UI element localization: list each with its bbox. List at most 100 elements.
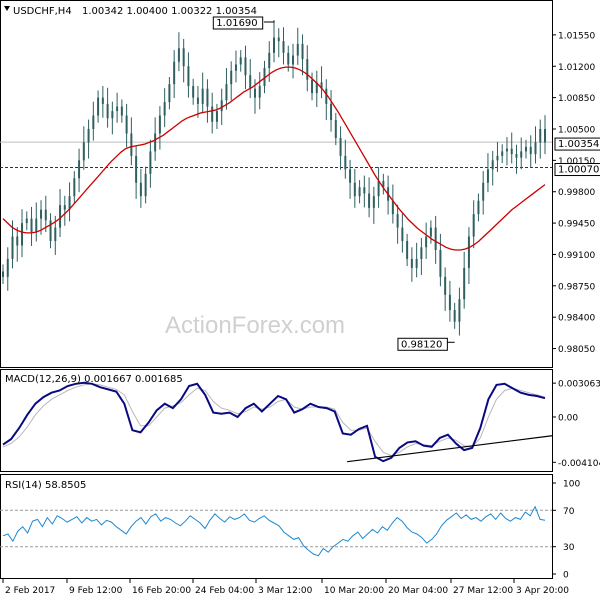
candle-body xyxy=(453,310,456,322)
candle-body xyxy=(68,196,71,210)
candle-body xyxy=(320,82,323,89)
candle-body xyxy=(201,88,204,104)
candle-body xyxy=(534,142,537,155)
candle-body xyxy=(125,115,128,134)
candle-body xyxy=(377,180,380,197)
price-tick-label: 1.01200 xyxy=(558,63,595,73)
candle-body xyxy=(40,209,43,219)
price-panel-frame xyxy=(0,0,553,368)
candle-body xyxy=(301,43,304,60)
time-tick-label: 3 Apr 20:00 xyxy=(516,586,569,596)
candle-body xyxy=(391,200,394,215)
candle-body xyxy=(529,146,532,155)
candle-body xyxy=(215,111,218,122)
rsi-tick-label: 0 xyxy=(563,571,569,581)
candle-body xyxy=(415,258,418,268)
candle-body xyxy=(363,187,366,194)
candle-body xyxy=(25,218,28,224)
candle-body xyxy=(273,37,275,53)
candle-body xyxy=(501,151,504,156)
price-axis: 1.01550 1.01200 1.00850 1.00500 1.00150 0.998… xyxy=(552,31,595,355)
candle-body xyxy=(258,85,261,98)
candle-body xyxy=(182,48,185,67)
candle-body xyxy=(292,55,295,65)
watermark: ActionForex.com xyxy=(165,312,345,339)
time-tick-label: 24 Feb 04:00 xyxy=(195,586,254,596)
candle-body xyxy=(225,84,228,101)
candle-body xyxy=(173,61,176,85)
candle-body xyxy=(353,182,356,197)
candle-body xyxy=(234,64,237,71)
candle-body xyxy=(206,88,209,107)
price-tick-label: 0.98750 xyxy=(558,282,595,292)
rsi-panel-frame xyxy=(0,474,553,579)
candle-body xyxy=(325,88,328,104)
candle-body xyxy=(467,236,470,268)
candle-body xyxy=(429,227,432,237)
candle-body xyxy=(401,227,404,242)
candle-body xyxy=(16,236,19,246)
candle-body xyxy=(244,57,247,76)
candle-body xyxy=(315,82,318,94)
candle-body xyxy=(344,155,347,170)
candle-body xyxy=(130,133,133,156)
candle-body xyxy=(420,247,423,259)
price-reference-lines xyxy=(0,141,552,169)
candle-body xyxy=(163,102,166,116)
candle-body xyxy=(396,214,399,228)
candle-body xyxy=(330,103,333,121)
candle-body xyxy=(448,294,451,311)
candle-body xyxy=(211,106,214,122)
candle-body xyxy=(78,160,81,179)
candle-body xyxy=(263,68,266,86)
price-candles xyxy=(2,21,546,336)
time-tick-label: 10 Mar 20:00 xyxy=(324,586,384,596)
candle-body xyxy=(30,218,33,233)
candle-body xyxy=(268,52,271,69)
candle-body xyxy=(372,196,375,208)
candle-body xyxy=(496,155,499,161)
candle-body xyxy=(444,276,447,295)
price-tick-label: 0.98050 xyxy=(558,345,595,355)
candle-body xyxy=(135,155,138,183)
candle-body xyxy=(410,258,413,268)
candle-body xyxy=(358,187,361,197)
candle-body xyxy=(249,75,252,89)
candle-body xyxy=(11,236,14,259)
time-tick-label: 16 Feb 20:00 xyxy=(132,586,191,596)
price-tick-label: 1.01550 xyxy=(558,31,595,41)
candle-body xyxy=(92,115,95,129)
price-tick-label: 0.99450 xyxy=(558,220,595,230)
rsi-title: RSI(14) 58.8505 xyxy=(5,480,86,491)
candle-body xyxy=(458,299,461,322)
time-tick-label: 2 Feb 2017 xyxy=(5,586,55,596)
candle-body xyxy=(139,182,142,197)
candle-body xyxy=(192,85,195,98)
candle-body xyxy=(472,214,475,237)
candle-body xyxy=(97,97,100,116)
candle-body xyxy=(111,111,114,119)
candle-body xyxy=(168,84,171,103)
support-price-label-box xyxy=(554,163,600,177)
candle-body xyxy=(425,236,428,248)
rsi-tick-label: 100 xyxy=(563,480,580,490)
candle-body xyxy=(196,97,199,104)
candle-body xyxy=(120,106,123,116)
candle-body xyxy=(106,103,109,119)
candle-body xyxy=(144,173,147,197)
candle-body xyxy=(187,66,190,86)
time-tick-label: 20 Mar 04:00 xyxy=(388,586,448,596)
time-tick-label: 3 Mar 12:00 xyxy=(258,586,313,596)
macd-panel-frame xyxy=(0,369,553,472)
candle-body xyxy=(368,193,371,208)
candle-body xyxy=(2,271,4,277)
candle-body xyxy=(21,223,24,246)
candle-body xyxy=(515,154,518,158)
symbol-timeframe: USDCHF,H4 xyxy=(13,6,72,17)
rsi-tick-label: 30 xyxy=(563,543,575,553)
candle-body xyxy=(406,241,409,259)
macd-tick-label: -0.004104 xyxy=(558,459,600,469)
current-price-label: 1.00354 xyxy=(558,139,599,150)
candle-body xyxy=(253,88,256,98)
